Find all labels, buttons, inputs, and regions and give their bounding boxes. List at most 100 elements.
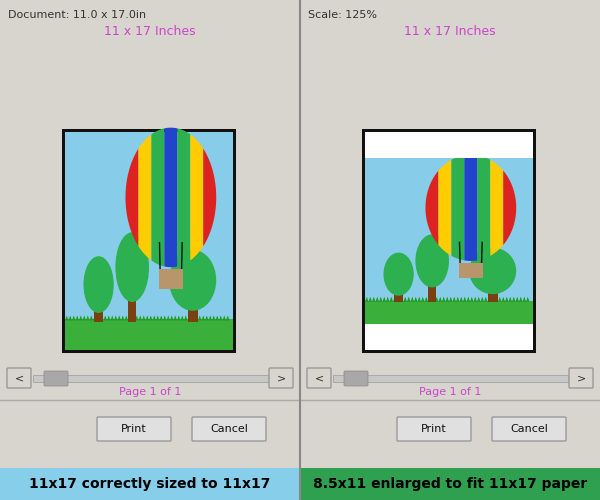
Polygon shape <box>72 316 76 320</box>
Polygon shape <box>498 297 502 302</box>
Bar <box>365 132 533 350</box>
Bar <box>33 375 268 382</box>
Ellipse shape <box>469 248 516 294</box>
Polygon shape <box>121 316 125 320</box>
Polygon shape <box>97 316 100 320</box>
FancyBboxPatch shape <box>7 368 31 388</box>
Polygon shape <box>435 297 439 302</box>
Polygon shape <box>149 316 152 320</box>
Polygon shape <box>131 316 135 320</box>
Polygon shape <box>118 316 121 320</box>
Text: <: < <box>314 373 323 383</box>
Text: Cancel: Cancel <box>210 424 248 434</box>
Polygon shape <box>484 297 487 302</box>
Polygon shape <box>163 316 167 320</box>
Ellipse shape <box>115 232 149 302</box>
Polygon shape <box>151 128 164 266</box>
Bar <box>394 274 403 302</box>
Polygon shape <box>460 297 463 302</box>
Bar <box>488 271 498 302</box>
FancyBboxPatch shape <box>569 368 593 388</box>
Polygon shape <box>470 297 473 302</box>
Text: 11 x 17 Inches: 11 x 17 Inches <box>104 25 196 38</box>
Polygon shape <box>464 154 478 261</box>
Polygon shape <box>178 128 190 266</box>
Polygon shape <box>125 148 139 246</box>
FancyBboxPatch shape <box>97 417 171 441</box>
Polygon shape <box>223 316 226 320</box>
Bar <box>300 0 600 468</box>
Polygon shape <box>431 297 435 302</box>
Polygon shape <box>164 128 178 267</box>
Bar <box>65 132 233 350</box>
Polygon shape <box>203 148 216 246</box>
Polygon shape <box>526 297 530 302</box>
Polygon shape <box>481 297 484 302</box>
Bar <box>159 270 182 289</box>
Polygon shape <box>491 297 494 302</box>
Bar <box>365 158 533 324</box>
Polygon shape <box>79 316 83 320</box>
Polygon shape <box>386 297 389 302</box>
Text: >: > <box>277 373 286 383</box>
Ellipse shape <box>383 252 414 296</box>
Polygon shape <box>425 170 439 245</box>
Polygon shape <box>379 297 383 302</box>
Polygon shape <box>86 316 89 320</box>
Polygon shape <box>191 316 194 320</box>
Polygon shape <box>215 316 219 320</box>
Polygon shape <box>190 134 203 260</box>
Bar <box>333 375 568 382</box>
Polygon shape <box>76 316 79 320</box>
Polygon shape <box>156 316 160 320</box>
Polygon shape <box>170 316 173 320</box>
Bar <box>365 301 533 324</box>
Polygon shape <box>505 297 509 302</box>
Text: Page 1 of 1: Page 1 of 1 <box>119 387 181 397</box>
Bar <box>459 262 482 278</box>
Polygon shape <box>502 297 505 302</box>
Polygon shape <box>478 155 490 260</box>
FancyBboxPatch shape <box>344 371 368 386</box>
Polygon shape <box>400 297 404 302</box>
Polygon shape <box>142 316 146 320</box>
Polygon shape <box>212 316 215 320</box>
Polygon shape <box>104 316 107 320</box>
Text: Scale: 125%: Scale: 125% <box>308 10 377 20</box>
Polygon shape <box>198 316 202 320</box>
Polygon shape <box>173 316 177 320</box>
Polygon shape <box>194 316 198 320</box>
Polygon shape <box>65 316 68 320</box>
Bar <box>65 132 233 350</box>
Bar <box>362 129 536 353</box>
Polygon shape <box>128 316 131 320</box>
Polygon shape <box>372 297 376 302</box>
Polygon shape <box>114 316 118 320</box>
FancyBboxPatch shape <box>307 368 331 388</box>
Polygon shape <box>428 297 431 302</box>
FancyBboxPatch shape <box>192 417 266 441</box>
Polygon shape <box>523 297 526 302</box>
Polygon shape <box>515 297 519 302</box>
Polygon shape <box>451 155 464 260</box>
Polygon shape <box>184 316 187 320</box>
Polygon shape <box>83 316 86 320</box>
Polygon shape <box>490 160 503 256</box>
Polygon shape <box>202 316 205 320</box>
Polygon shape <box>139 316 142 320</box>
Bar <box>94 284 103 322</box>
Polygon shape <box>425 297 428 302</box>
Polygon shape <box>205 316 209 320</box>
Polygon shape <box>477 297 481 302</box>
Polygon shape <box>135 316 139 320</box>
Polygon shape <box>177 316 181 320</box>
Text: 11 x 17 Inches: 11 x 17 Inches <box>404 25 496 38</box>
FancyBboxPatch shape <box>397 417 471 441</box>
Text: <: < <box>14 373 23 383</box>
Polygon shape <box>397 297 400 302</box>
Text: 8.5x11 enlarged to fit 11x17 paper: 8.5x11 enlarged to fit 11x17 paper <box>313 477 587 491</box>
Polygon shape <box>418 297 421 302</box>
Polygon shape <box>226 316 229 320</box>
FancyBboxPatch shape <box>269 368 293 388</box>
Polygon shape <box>209 316 212 320</box>
